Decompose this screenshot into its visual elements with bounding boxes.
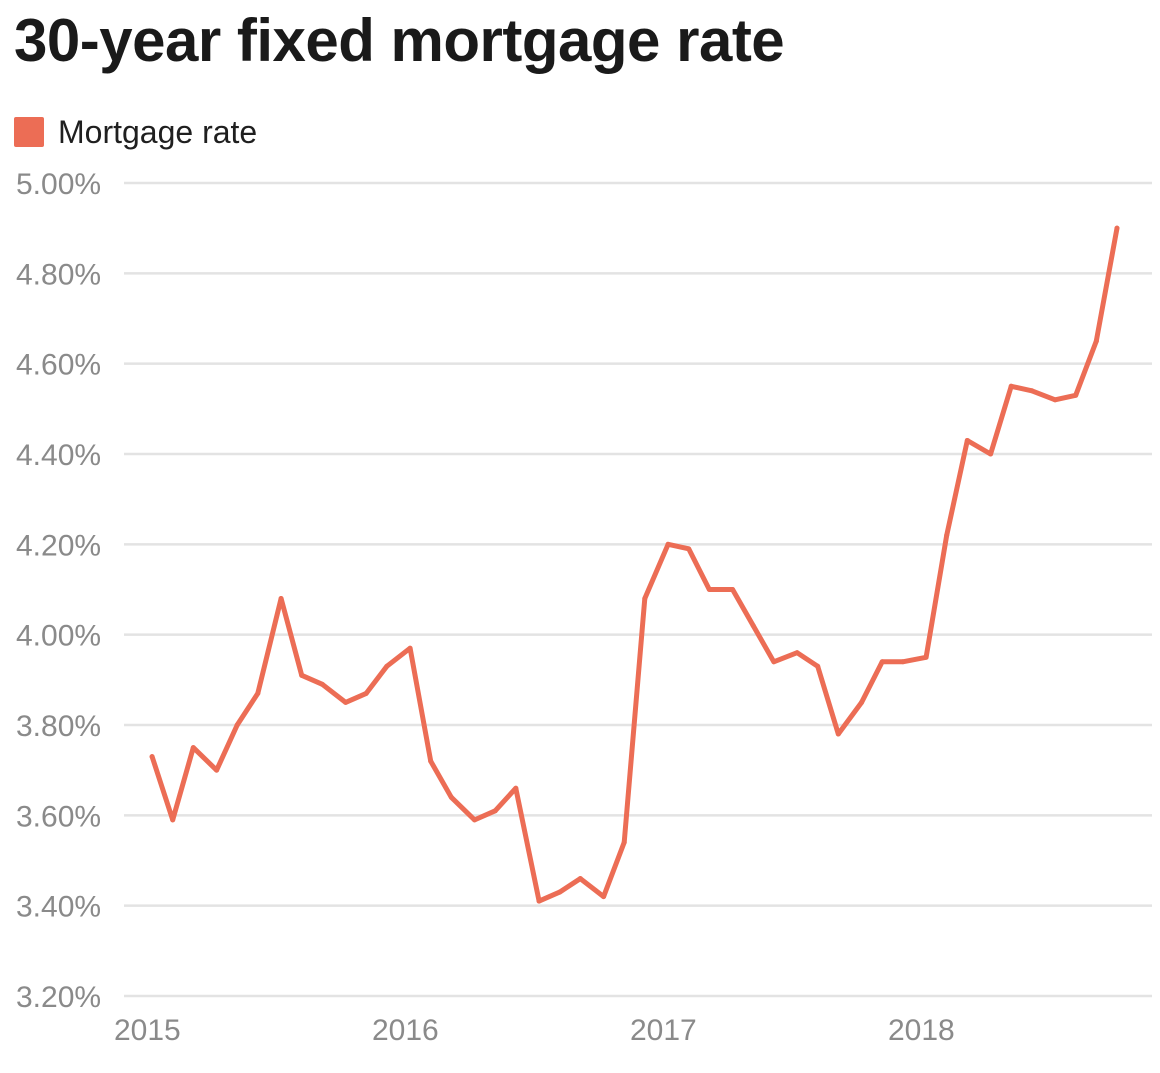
legend-swatch: [14, 117, 44, 147]
data-point: [255, 690, 261, 696]
y-tick-label: 3.80%: [16, 710, 101, 743]
data-point: [513, 785, 519, 791]
data-point: [149, 754, 155, 760]
y-tick-label: 3.40%: [16, 891, 101, 924]
y-tick-label: 4.40%: [16, 439, 101, 472]
data-point: [407, 645, 413, 651]
y-tick-label: 4.80%: [16, 258, 101, 291]
data-point: [601, 894, 607, 900]
data-point: [492, 808, 498, 814]
data-point: [299, 672, 305, 678]
x-tick-label: 2016: [372, 1014, 439, 1047]
data-point: [900, 659, 906, 665]
data-point: [384, 663, 390, 669]
data-point: [234, 722, 240, 728]
data-point: [190, 745, 196, 751]
series-line-mortgage-rate: [149, 225, 1120, 904]
legend: Mortgage rate: [14, 112, 257, 152]
data-point: [730, 587, 736, 592]
chart-title: 30-year fixed mortgage rate: [14, 7, 785, 74]
data-point: [319, 681, 325, 687]
data-point: [363, 690, 369, 696]
y-tick-label: 4.60%: [16, 349, 101, 382]
data-point: [686, 546, 692, 552]
data-point: [1029, 388, 1035, 394]
data-point: [879, 659, 885, 665]
data-point: [750, 623, 756, 629]
x-tick-label: 2018: [888, 1014, 955, 1047]
data-point: [642, 596, 648, 602]
data-point: [835, 731, 841, 737]
data-point: [557, 889, 563, 895]
data-point: [1008, 383, 1014, 389]
data-point: [278, 596, 284, 602]
data-point: [988, 451, 994, 457]
data-point: [706, 587, 712, 592]
series-layer: [149, 225, 1120, 904]
data-point: [428, 758, 434, 764]
data-point: [923, 654, 929, 660]
data-point: [343, 699, 349, 705]
data-point: [815, 663, 821, 669]
x-axis-tick-labels: 2015 2016 2017 2018: [114, 1014, 955, 1047]
data-point: [448, 794, 454, 800]
y-tick-label: 4.00%: [16, 620, 101, 653]
y-axis-tick-labels: 3.20% 3.40% 3.60% 3.80% 4.00% 4.20% 4.40% 4.60%…: [16, 168, 101, 1014]
data-point: [536, 898, 542, 904]
data-point: [577, 876, 583, 882]
data-point: [771, 659, 777, 665]
data-point: [794, 650, 800, 656]
grid-lines: [124, 181, 1152, 998]
data-point: [621, 839, 627, 845]
data-point: [1093, 338, 1099, 344]
y-tick-label: 3.20%: [16, 981, 101, 1014]
data-point: [214, 767, 220, 773]
data-point: [944, 532, 950, 538]
y-tick-label: 3.60%: [16, 800, 101, 833]
legend-label: Mortgage rate: [58, 113, 258, 150]
data-point: [170, 817, 176, 823]
x-tick-label: 2015: [114, 1014, 181, 1047]
data-point: [472, 817, 478, 823]
data-point: [1114, 225, 1120, 231]
y-tick-label: 5.00%: [16, 168, 101, 201]
data-point: [665, 541, 671, 547]
data-point: [964, 437, 970, 443]
data-point: [859, 699, 865, 705]
y-tick-label: 4.20%: [16, 529, 101, 562]
data-point: [1073, 392, 1079, 398]
x-tick-label: 2017: [630, 1014, 697, 1047]
data-point: [1052, 397, 1058, 403]
